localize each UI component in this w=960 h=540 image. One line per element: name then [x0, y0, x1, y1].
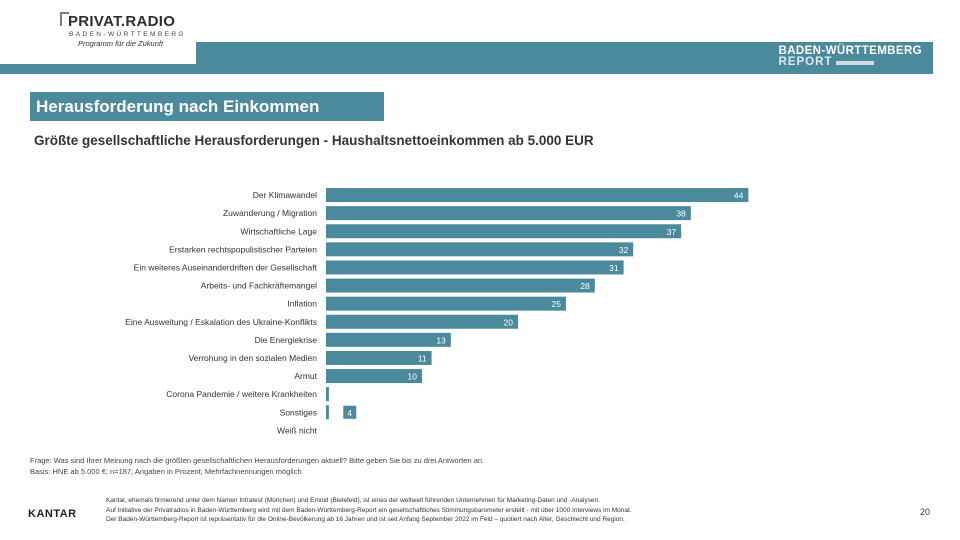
bar — [326, 206, 691, 221]
category-label: Arbeits- und Fachkräftemangel — [201, 281, 317, 291]
header-notch — [0, 42, 196, 64]
bar — [326, 278, 595, 293]
bar-value-label: 13 — [436, 335, 446, 345]
logo-tagline: Programm für die Zukunft — [78, 39, 164, 48]
bar-value-label: 25 — [552, 299, 562, 309]
value-label-backing — [343, 405, 357, 419]
category-label: Wirtschaftliche Lage — [240, 226, 317, 236]
footer-text: Kantar, ehemals firmierend unter dem Nam… — [106, 496, 632, 525]
bar-value-label: 38 — [676, 209, 686, 219]
page-number: 20 — [920, 507, 931, 517]
bar-value-label: 20 — [504, 317, 514, 327]
report-decor-bar — [836, 61, 875, 65]
report-title: BADEN-WÜRTTEMBERG REPORT — [778, 45, 922, 68]
bar — [326, 387, 329, 402]
footer-line-1: Kantar, ehemals firmierend unter dem Nam… — [106, 497, 600, 504]
category-label: Die Energiekrise — [255, 335, 318, 345]
bar — [326, 188, 749, 203]
category-label: Inflation — [287, 299, 317, 309]
bar — [326, 314, 518, 329]
logo-bracket-icon — [60, 12, 69, 26]
bar — [326, 350, 432, 365]
category-label: Ein weiteres Auseinanderdriften der Gese… — [134, 262, 318, 272]
bar-value-label: 28 — [580, 281, 590, 291]
bar-value-label: 10 — [408, 372, 418, 382]
report-title-line2-text: REPORT — [778, 56, 833, 68]
category-label: Sonstiges — [280, 407, 317, 417]
report-title-line1: BADEN-WÜRTTEMBERG — [778, 45, 922, 57]
bar — [326, 296, 566, 311]
bar-value-label: 11 — [418, 353, 427, 363]
bar — [326, 369, 422, 384]
bar — [326, 242, 634, 257]
chart-subtitle: Größte gesellschaftliche Herausforderung… — [34, 133, 594, 148]
kantar-logo: KANTAR — [28, 508, 77, 520]
logo-main-text: PRIVAT.RADIO — [68, 13, 176, 30]
section-title: Herausforderung nach Einkommen — [30, 92, 384, 121]
bar — [326, 405, 329, 420]
category-label: Armut — [294, 371, 317, 381]
category-label: Eine Ausweitung / Eskalation des Ukraine… — [125, 317, 317, 327]
bar — [326, 260, 624, 275]
bar-value-label: 4 — [347, 408, 352, 418]
category-label: Erstarken rechtspopulistischer Parteien — [169, 244, 317, 254]
question-note: Frage: Was sind Ihrer Meinung nach die g… — [30, 456, 485, 465]
logo-sub-text: BADEN-WÜRTTEMBERG — [69, 31, 186, 38]
footer-line-2: Auf Initiative der Privatradios in Baden… — [106, 506, 632, 514]
bar-value-label: 31 — [609, 263, 619, 273]
report-title-line2: REPORT — [778, 56, 922, 68]
category-label: Verrohung in den sozialen Medien — [188, 353, 317, 363]
basis-note: Basis: HNE ab 5.000 €; n=187; Angaben in… — [30, 467, 302, 476]
bar-value-label: 32 — [619, 245, 629, 255]
bar-value-label: 37 — [667, 227, 677, 237]
bar — [326, 332, 451, 347]
category-label: Zuwanderung / Migration — [223, 208, 317, 218]
bar-chart: Der Klimawandel 44 Zuwanderung / Migration… — [125, 188, 749, 435]
bar — [326, 224, 682, 239]
category-label: Weiß nicht — [277, 425, 318, 435]
category-label: Corona Pandemie / weitere Krankheiten — [166, 389, 317, 399]
category-label: Der Klimawandel — [253, 190, 317, 200]
bar-value-label: 44 — [734, 191, 744, 201]
footer-line-3: Der Baden-Württemberg-Report ist repräse… — [106, 516, 625, 524]
privat-radio-logo: PRIVAT.RADIO BADEN-WÜRTTEMBERG Programm … — [60, 10, 200, 50]
